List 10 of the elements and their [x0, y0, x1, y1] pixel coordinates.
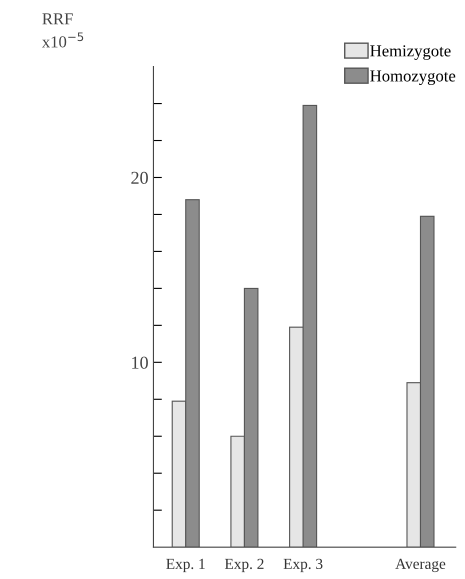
x-tick-label: Exp. 2	[224, 558, 264, 572]
legend-label: Hemizygote	[370, 45, 451, 60]
y-tick-label: 10	[132, 356, 148, 369]
x-tick-label: Exp. 3	[284, 558, 322, 572]
text: x10$^{−5}$	[42, 32, 84, 48]
legend-label: Homozygote	[370, 70, 456, 85]
y-tick-label: 20	[131, 172, 148, 184]
x-tick-label: Average	[395, 558, 446, 572]
x-tick-label: Exp. 1	[166, 558, 205, 572]
y-axis-title: RRF	[42, 13, 73, 24]
